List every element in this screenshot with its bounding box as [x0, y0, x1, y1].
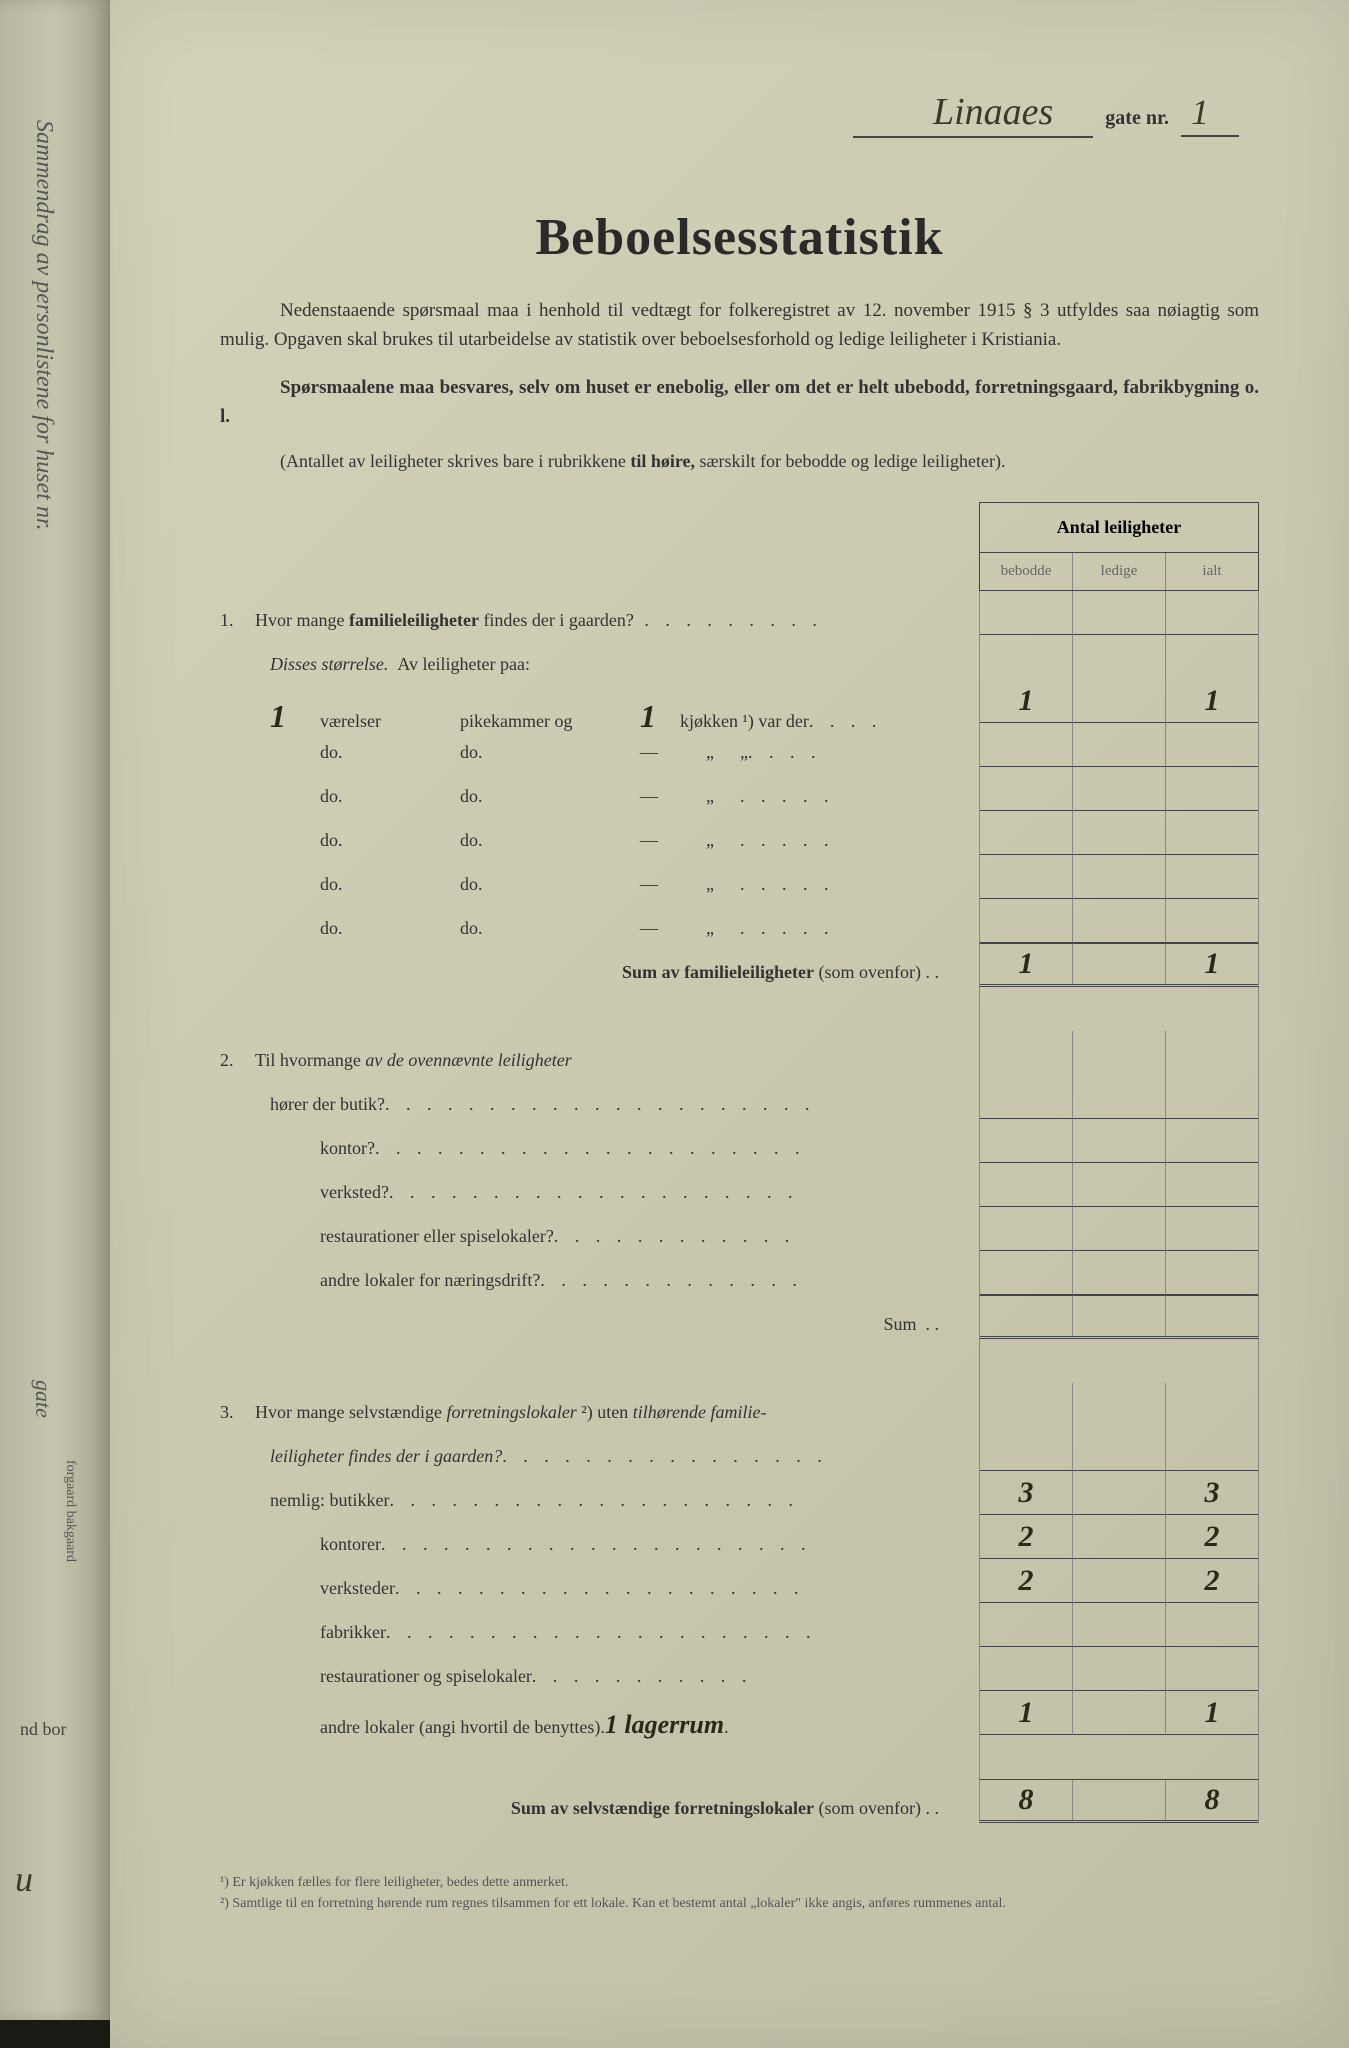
data-row-q3-rest	[979, 1647, 1259, 1691]
q1-room-row-5: do.do.—„ . . . . .	[220, 874, 959, 918]
q1-sum-line: Sum av familieleiligheter (som ovenfor) …	[220, 962, 959, 1006]
q1-kitchen-value: 1	[640, 698, 680, 735]
q1-number: 1.	[220, 610, 255, 631]
q3-andre: andre lokaler (angi hvortil de benyttes)…	[220, 1710, 959, 1754]
form-body: 1. Hvor mange familieleiligheter findes …	[220, 502, 1259, 1842]
spacer	[979, 987, 1259, 1031]
spine-signature: u	[15, 1858, 33, 1900]
q3-text: Hvor mange selvstændige forretningslokal…	[255, 1402, 959, 1423]
q1-room-row-6: do.do.—„ . . . . .	[220, 918, 959, 962]
col-ledige: ledige	[1073, 553, 1166, 590]
data-row-q2-4	[979, 1207, 1259, 1251]
street-name-field: Linaaes	[853, 90, 1093, 138]
intro-text-3c: særskilt for bebodde og ledige leilighet…	[695, 451, 1005, 471]
q3-fabrikker: fabrikker . . . . . . . . . . . . . . . …	[220, 1622, 959, 1666]
q3-sum-line: Sum av selvstændige forretningslokaler (…	[220, 1798, 959, 1842]
data-row-q3-sum: 88	[979, 1779, 1259, 1823]
q2-sum: Sum . .	[220, 1314, 959, 1358]
intro-text-3a: (Antallet av leiligheter skrives bare i …	[280, 451, 630, 471]
q2-butik: hører der butik? . . . . . . . . . . . .…	[220, 1094, 959, 1138]
q2-number: 2.	[220, 1050, 255, 1071]
form-page: Linaaes gate nr. 1 Beboelsesstatistik Ne…	[110, 0, 1349, 2048]
street-number-field: 1	[1181, 91, 1239, 137]
data-row-q1-3	[979, 767, 1259, 811]
q1-room-row-4: do.do.—„ . . . . .	[220, 830, 959, 874]
q3-verksteder: verksteder . . . . . . . . . . . . . . .…	[220, 1578, 959, 1622]
intro-paragraph-1: Nedenstaaende spørsmaal maa i henhold ti…	[220, 297, 1259, 354]
data-row-q2-sum	[979, 1295, 1259, 1339]
spine-gate-label: gate	[30, 1380, 56, 1418]
intro-text-3b: til høire,	[630, 451, 695, 471]
data-row-q2-1	[979, 1075, 1259, 1119]
intro-paragraph-3: (Antallet av leiligheter skrives bare i …	[220, 451, 1259, 472]
data-row-spacer	[979, 635, 1259, 679]
q3-rest: restaurationer og spiselokaler . . . . .…	[220, 1666, 959, 1710]
data-row-q2-5	[979, 1251, 1259, 1295]
footnote-2: ²) Samtlige til en forretning hørende ru…	[220, 1893, 1259, 1914]
q2-andre: andre lokaler for næringsdrift? . . . . …	[220, 1270, 959, 1314]
data-row-q1-1: 11	[979, 679, 1259, 723]
spine-bottom-text: nd bor	[20, 1719, 67, 1740]
data-row-q1-2	[979, 723, 1259, 767]
q2-rest: restaurationer eller spiselokaler? . . .…	[220, 1226, 959, 1270]
spacer	[979, 1339, 1259, 1383]
q1-room-row-1: 1 værelser pikekammer og 1 kjøkken ¹) va…	[220, 698, 959, 742]
data-row-q1-4	[979, 811, 1259, 855]
q3-butikker: nemlig: butikker . . . . . . . . . . . .…	[220, 1490, 959, 1534]
spacer	[979, 1735, 1259, 1779]
q3-line1: 3. Hvor mange selvstændige forretningslo…	[220, 1402, 959, 1446]
book-spine: Sammendrag av personlistene for huset nr…	[0, 0, 110, 2020]
q3-number: 3.	[220, 1402, 255, 1423]
q1-room-row-3: do.do.—„ . . . . .	[220, 786, 959, 830]
col-bebodde: bebodde	[980, 553, 1073, 590]
data-row-q1-6	[979, 899, 1259, 943]
table-header-columns: bebodde ledige ialt	[980, 553, 1258, 590]
q1-text: Hvor mange familieleiligheter findes der…	[255, 610, 959, 631]
data-row-q3-verksteder: 22	[979, 1559, 1259, 1603]
intro-text-2: Spørsmaalene maa besvares, selv om huset…	[220, 377, 1259, 427]
address-header: Linaaes gate nr. 1	[220, 90, 1259, 138]
col-ialt: ialt	[1166, 553, 1258, 590]
q3-andre-handwritten: 1 lagerrum	[605, 1710, 724, 1740]
q3-kontorer: kontorer . . . . . . . . . . . . . . . .…	[220, 1534, 959, 1578]
intro-text-1: Nedenstaaende spørsmaal maa i henhold ti…	[220, 300, 1259, 350]
spine-title: Sammendrag av personlistene for huset nr…	[30, 120, 57, 531]
q1-size-label: Disses størrelse. Av leiligheter paa:	[220, 654, 959, 698]
data-row-q2-3	[979, 1163, 1259, 1207]
questions-column: 1. Hvor mange familieleiligheter findes …	[220, 502, 979, 1842]
data-row-q3-0	[979, 1427, 1259, 1471]
spine-gaard-label: forgaard bakgaard	[62, 1460, 78, 1562]
intro-paragraph-2: Spørsmaalene maa besvares, selv om huset…	[220, 374, 1259, 431]
data-row-q3-butikker: 33	[979, 1471, 1259, 1515]
data-row-q1-total	[979, 591, 1259, 635]
footnotes: ¹) Er kjøkken fælles for flere leilighet…	[220, 1872, 1259, 1914]
q1-room-row-2: do.do.—„„ . . . .	[220, 742, 959, 786]
q2-kontor: kontor? . . . . . . . . . . . . . . . . …	[220, 1138, 959, 1182]
q1-line: 1. Hvor mange familieleiligheter findes …	[220, 610, 959, 654]
data-row-q3-fabrikker	[979, 1603, 1259, 1647]
q3-line2: leiligheter findes der i gaarden? . . . …	[220, 1446, 959, 1490]
data-row-q1-5	[979, 855, 1259, 899]
data-row-q3-kontorer: 22	[979, 1515, 1259, 1559]
table-header: Antal leiligheter bebodde ledige ialt	[979, 502, 1259, 591]
data-row-q3-andre: 11	[979, 1691, 1259, 1735]
q2-text: Til hvormange av de ovennævnte leilighet…	[255, 1050, 959, 1071]
q2-verksted: verksted? . . . . . . . . . . . . . . . …	[220, 1182, 959, 1226]
page-title: Beboelsesstatistik	[220, 208, 1259, 267]
document-scan: Sammendrag av personlistene for huset nr…	[0, 0, 1349, 2048]
data-row-q2-header	[979, 1031, 1259, 1075]
q2-line: 2. Til hvormange av de ovennævnte leilig…	[220, 1050, 959, 1094]
footnote-1: ¹) Er kjøkken fælles for flere leilighet…	[220, 1872, 1259, 1893]
q1-rooms-value: 1	[270, 698, 320, 735]
data-table: Antal leiligheter bebodde ledige ialt 11…	[979, 502, 1259, 1842]
data-row-q1-sum: 11	[979, 943, 1259, 987]
gate-label: gate nr.	[1105, 107, 1169, 129]
table-header-title: Antal leiligheter	[980, 503, 1258, 553]
data-row-q3-header	[979, 1383, 1259, 1427]
data-row-q2-2	[979, 1119, 1259, 1163]
